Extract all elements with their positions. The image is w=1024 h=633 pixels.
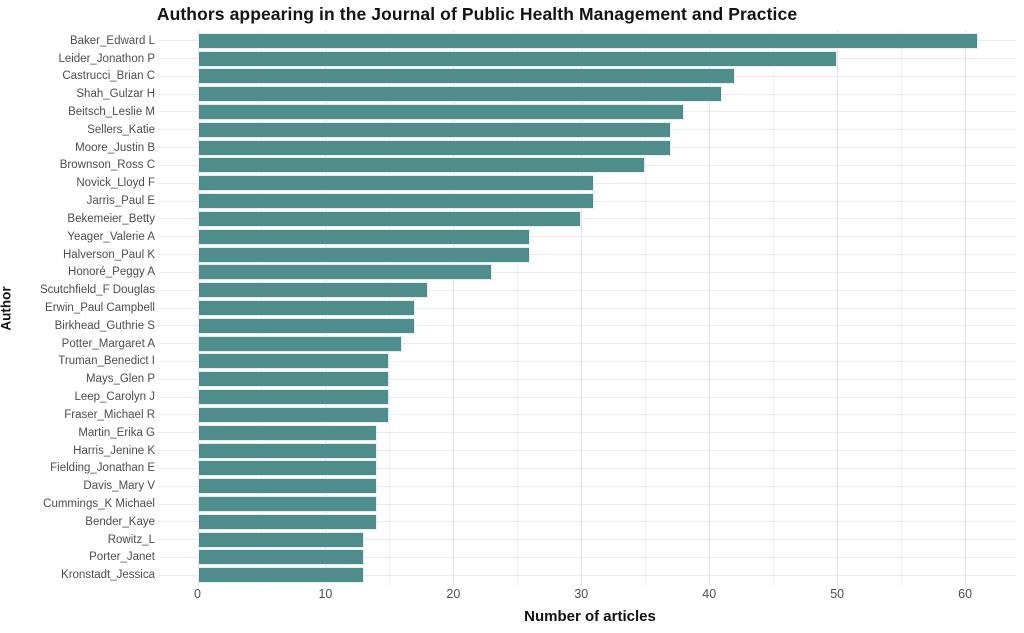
y-axis-label: Kronstadt_Jessica [61, 569, 155, 582]
y-axis-label: Bender_Kaye [85, 515, 155, 528]
bar [197, 389, 390, 406]
y-axis-label: Moore_Justin B [75, 141, 155, 154]
gridline-row [158, 218, 1016, 220]
bar [197, 282, 428, 299]
gridline-row [158, 467, 1016, 469]
y-axis-label: Cummings_K Michael [43, 498, 155, 511]
bar [197, 193, 595, 210]
bar [197, 300, 415, 316]
bar [197, 460, 377, 477]
y-axis-label: Davis_Mary V [83, 480, 155, 493]
y-axis-label: Jarris_Paul E [86, 195, 155, 208]
gridline-row [158, 289, 1016, 291]
bar [197, 371, 390, 388]
gridline-row [158, 271, 1016, 273]
y-axis-title: Author [0, 286, 14, 331]
bar [197, 317, 415, 334]
y-axis-label: Scutchfield_F Douglas [39, 284, 155, 297]
bar [197, 353, 390, 370]
y-axis-label: Honoré_Peggy A [68, 266, 155, 279]
y-axis-label: Yeager_Valerie A [67, 230, 155, 243]
gridline-row [158, 325, 1016, 327]
y-axis-label: Brownson_Ross C [59, 159, 155, 172]
bar [197, 513, 377, 530]
gridline-row [158, 343, 1016, 345]
y-axis-label: Potter_Margaret A [61, 337, 155, 350]
x-axis-tick-label: 20 [446, 587, 461, 601]
y-axis-label: Fraser_Michael R [64, 408, 155, 421]
bar [197, 246, 531, 263]
bar [197, 335, 403, 352]
x-axis-tick-label: 0 [194, 587, 201, 601]
bar [197, 121, 671, 138]
gridline-row [158, 396, 1016, 398]
bar [197, 549, 364, 566]
y-axis-label: Sellers_Katie [87, 123, 155, 136]
x-axis-tick-label: 30 [574, 587, 589, 601]
gridline-row [158, 556, 1016, 558]
x-axis-tick-label: 60 [958, 587, 973, 601]
bar [197, 210, 582, 227]
gridline-row [158, 307, 1016, 309]
y-axis-label: Baker_Edward L [69, 34, 155, 47]
y-axis-label: Leider_Jonathon P [58, 52, 155, 65]
y-axis-label: Fielding_Jonathan E [50, 462, 155, 475]
gridline-row [158, 236, 1016, 238]
bar [197, 139, 671, 156]
y-axis-label: Halverson_Paul K [62, 248, 155, 261]
y-axis-label: Novick_Lloyd F [76, 177, 155, 190]
y-axis-label: Castrucci_Brian C [62, 70, 155, 83]
y-axis-label: Leep_Carolyn J [74, 391, 155, 404]
y-axis-label: Erwin_Paul Campbell [45, 302, 155, 314]
gridline-row [158, 503, 1016, 505]
x-axis-tick-label: 40 [702, 587, 717, 601]
y-axis-label: Harris_Jenine K [73, 444, 155, 457]
y-axis-label: Bekemeier_Betty [67, 212, 155, 225]
gridline-row [158, 521, 1016, 523]
y-axis-label: Rowitz_L [107, 533, 155, 546]
gridline-row [158, 378, 1016, 380]
x-axis-tick-label: 10 [318, 587, 333, 601]
bar [197, 157, 646, 174]
x-axis-title: Number of articles [524, 608, 656, 625]
y-axis-label: Porter_Janet [89, 551, 155, 564]
chart-title: Authors appearing in the Journal of Publ… [156, 4, 798, 24]
bar [197, 531, 364, 548]
plot-area [158, 30, 1016, 586]
gridline-row [158, 254, 1016, 256]
bar [197, 175, 595, 192]
bar [197, 103, 684, 120]
gridline-row [158, 414, 1016, 416]
bar [197, 228, 531, 245]
y-axis-label: Martin_Erika G [78, 426, 155, 439]
bar [197, 264, 492, 281]
y-axis-label: Mays_Glen P [85, 373, 155, 386]
y-axis-label: Beitsch_Leslie M [68, 105, 155, 118]
bar [197, 68, 735, 85]
y-axis-label: Shah_Gulzar H [76, 88, 155, 101]
bar [197, 32, 978, 49]
gridline-row [158, 574, 1016, 576]
y-axis-label: Truman_Benedict I [58, 355, 155, 368]
bar [197, 496, 377, 513]
bar [197, 406, 390, 423]
y-axis-label: Birkhead_Guthrie S [54, 319, 155, 332]
gridline-row [158, 450, 1016, 452]
gridline-row [158, 539, 1016, 541]
gridline-row [158, 485, 1016, 487]
bar [197, 478, 377, 495]
gridline-row [158, 432, 1016, 434]
gridline-row [158, 360, 1016, 362]
bar [197, 86, 722, 103]
bar [197, 442, 377, 459]
bar [197, 567, 364, 584]
x-axis-tick-label: 50 [830, 587, 845, 601]
bar [197, 50, 838, 67]
bar [197, 424, 377, 441]
